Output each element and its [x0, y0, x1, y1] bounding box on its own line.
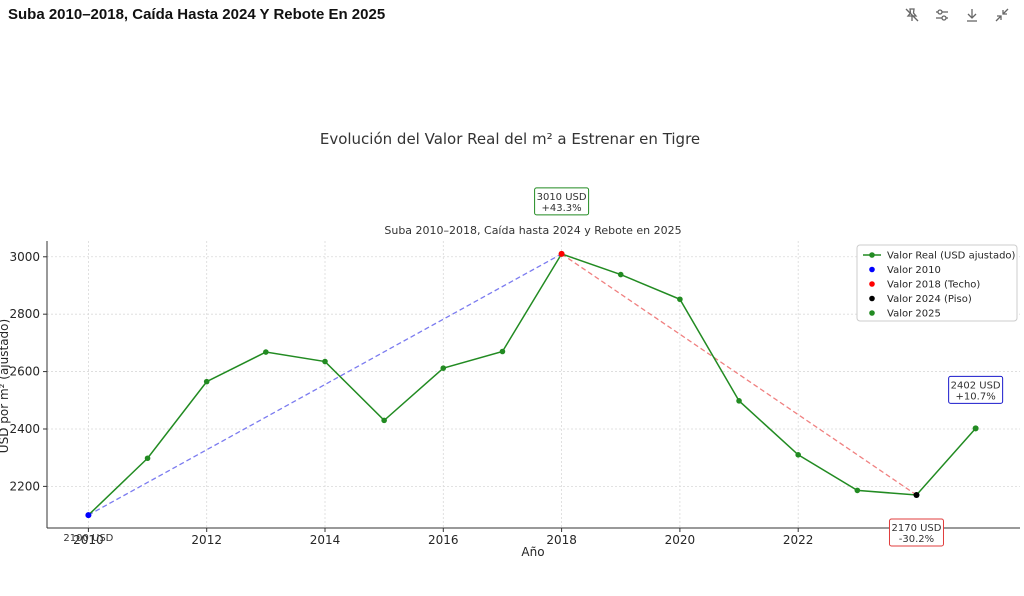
y-tick-label: 2600 — [9, 365, 40, 379]
highlight-point — [913, 491, 920, 498]
annotation-box — [534, 187, 590, 216]
x-tick-label: 2012 — [191, 533, 222, 547]
x-tick-label: 2010 — [73, 533, 104, 547]
download-icon[interactable] — [962, 5, 982, 25]
annotation-box — [888, 518, 944, 547]
data-point — [617, 271, 624, 278]
data-point — [381, 417, 387, 424]
legend-entry: Valor 2025 — [887, 309, 941, 320]
data-point — [854, 487, 861, 494]
series-line — [87, 253, 977, 516]
y-tick-label: 3000 — [9, 250, 40, 264]
series — [85, 251, 979, 518]
annotation-box — [948, 375, 1004, 404]
legend-marker — [869, 310, 875, 316]
x-axis-label: Año — [521, 545, 544, 559]
highlight-point — [972, 425, 979, 432]
x-tick-label: 2020 — [665, 533, 696, 547]
toolbar — [902, 5, 1012, 25]
chart-subtitle: Suba 2010–2018, Caída hasta 2024 y Rebot… — [384, 224, 681, 237]
x-tick-label: 2022 — [783, 533, 814, 547]
trend-lines — [88, 253, 917, 516]
sliders-icon[interactable] — [932, 5, 952, 25]
data-point — [736, 398, 742, 404]
y-tick-label: 2400 — [9, 422, 40, 436]
legend-box — [856, 244, 1018, 322]
chart-title: Evolución del Valor Real del m² a Estren… — [320, 130, 700, 148]
collapse-icon[interactable] — [992, 5, 1012, 25]
data-point — [203, 378, 210, 385]
data-point — [795, 452, 801, 458]
legend-entry: Valor 2018 (Techo) — [887, 280, 980, 291]
highlight-points — [85, 250, 979, 519]
trend-line — [88, 253, 562, 516]
annotations: 2100 USD 3010 USD+43.3% 2170 USD-30.2% 2402… — [63, 187, 1004, 547]
highlight-point — [85, 512, 92, 519]
data-point — [322, 358, 328, 365]
data-point — [499, 348, 506, 355]
legend-marker — [869, 295, 875, 302]
highlight-point — [558, 250, 565, 257]
axes: 2010 2012 2014 2016 2018 2020 2022 2200 2400 2600… — [9, 241, 1020, 547]
legend-entry: Valor 2024 (Piso) — [887, 294, 972, 305]
annotation-change: +43.3% — [542, 203, 582, 214]
legend-marker — [869, 266, 875, 273]
x-tick-label: 2018 — [546, 533, 577, 547]
y-axis-label: USD por m² (ajustado) — [0, 319, 11, 453]
x-tick-label: 2016 — [428, 533, 459, 547]
data-point — [677, 296, 683, 303]
annotation-value: 2402 USD — [951, 380, 1001, 391]
top-bar: Suba 2010–2018, Caída Hasta 2024 Y Rebot… — [0, 0, 1024, 32]
annotation-value: 2170 USD — [891, 523, 941, 534]
legend-entry: Valor Real (USD ajustado) — [887, 251, 1016, 262]
window-title: Suba 2010–2018, Caída Hasta 2024 Y Rebot… — [8, 6, 386, 23]
legend: Valor Real (USD ajustado) Valor 2010 Valor… — [856, 244, 1018, 322]
annotation-change: +10.7% — [956, 391, 996, 402]
legend-marker — [869, 281, 875, 287]
pin-off-icon[interactable] — [902, 5, 922, 25]
data-point — [144, 455, 151, 462]
annotation-change: -30.2% — [899, 534, 934, 545]
data-point — [440, 365, 447, 371]
x-tick-label: 2014 — [310, 533, 341, 547]
legend-marker — [869, 252, 875, 258]
annotation-value: 3010 USD — [537, 192, 587, 203]
y-tick-label: 2200 — [9, 479, 40, 493]
y-tick-label: 2800 — [9, 307, 40, 321]
data-point — [263, 349, 269, 355]
legend-entry: Valor 2010 — [887, 265, 941, 276]
annotation-label: 2100 USD — [63, 533, 113, 544]
